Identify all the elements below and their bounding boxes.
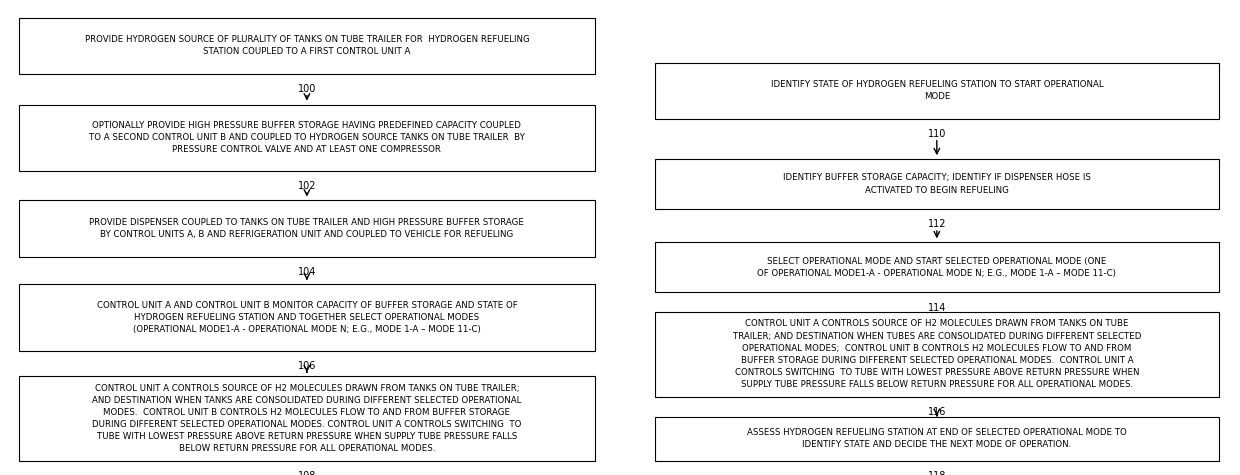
Text: IDENTIFY BUFFER STORAGE CAPACITY; IDENTIFY IF DISPENSER HOSE IS
ACTIVATED TO BEG: IDENTIFY BUFFER STORAGE CAPACITY; IDENTI… [782,173,1091,195]
Bar [19,200,595,256]
Text: 116: 116 [928,407,946,417]
Text: 102: 102 [298,181,316,191]
Bar [19,284,595,351]
Text: 112: 112 [928,219,946,229]
Text: 100: 100 [298,84,316,94]
Text: 118: 118 [928,471,946,475]
Bar [655,242,1219,292]
Bar [655,159,1219,209]
Text: CONTROL UNIT A AND CONTROL UNIT B MONITOR CAPACITY OF BUFFER STORAGE AND STATE O: CONTROL UNIT A AND CONTROL UNIT B MONITO… [97,301,517,334]
Text: PROVIDE HYDROGEN SOURCE OF PLURALITY OF TANKS ON TUBE TRAILER FOR  HYDROGEN REFU: PROVIDE HYDROGEN SOURCE OF PLURALITY OF … [84,35,529,56]
Text: 110: 110 [928,129,946,139]
Text: IDENTIFY STATE OF HYDROGEN REFUELING STATION TO START OPERATIONAL
MODE: IDENTIFY STATE OF HYDROGEN REFUELING STA… [770,80,1104,101]
Bar [19,104,595,171]
Text: 106: 106 [298,361,316,371]
Bar [19,376,595,461]
Text: 104: 104 [298,267,316,277]
Text: CONTROL UNIT A CONTROLS SOURCE OF H2 MOLECULES DRAWN FROM TANKS ON TUBE TRAILER;: CONTROL UNIT A CONTROLS SOURCE OF H2 MOL… [92,384,522,453]
Text: ASSESS HYDROGEN REFUELING STATION AT END OF SELECTED OPERATIONAL MODE TO
IDENTIF: ASSESS HYDROGEN REFUELING STATION AT END… [746,428,1127,449]
Bar [655,63,1219,119]
Bar [655,417,1219,461]
Text: PROVIDE DISPENSER COUPLED TO TANKS ON TUBE TRAILER AND HIGH PRESSURE BUFFER STOR: PROVIDE DISPENSER COUPLED TO TANKS ON TU… [89,218,525,239]
Text: CONTROL UNIT A CONTROLS SOURCE OF H2 MOLECULES DRAWN FROM TANKS ON TUBE
TRAILER;: CONTROL UNIT A CONTROLS SOURCE OF H2 MOL… [733,320,1141,389]
Bar [19,18,595,74]
Text: OPTIONALLY PROVIDE HIGH PRESSURE BUFFER STORAGE HAVING PREDEFINED CAPACITY COUPL: OPTIONALLY PROVIDE HIGH PRESSURE BUFFER … [89,121,525,154]
Bar [655,312,1219,397]
Text: SELECT OPERATIONAL MODE AND START SELECTED OPERATIONAL MODE (ONE
OF OPERATIONAL : SELECT OPERATIONAL MODE AND START SELECT… [758,256,1116,278]
Text: 108: 108 [298,471,316,475]
Text: 114: 114 [928,303,946,313]
